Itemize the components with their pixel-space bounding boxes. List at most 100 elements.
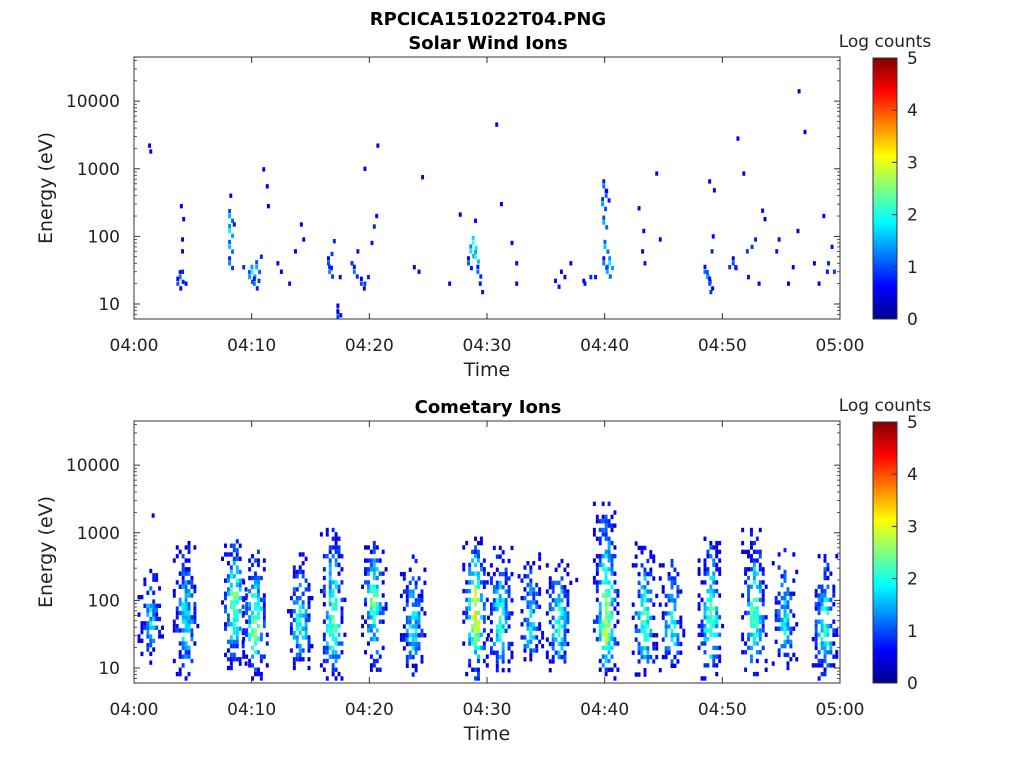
heatmap-cell: [405, 593, 409, 599]
heatmap-cell: [598, 540, 602, 546]
heatmap-cell: [786, 604, 790, 610]
heatmap-cell: [336, 314, 340, 319]
heatmap-cell: [792, 591, 796, 596]
heatmap-cell: [181, 554, 185, 559]
heatmap-cell: [143, 577, 147, 582]
heatmap-cell: [304, 609, 308, 614]
heatmap-cell: [557, 284, 561, 289]
heatmap-cell: [501, 624, 505, 629]
heatmap-cell: [747, 602, 750, 607]
heatmap-cell: [181, 663, 185, 668]
heatmap-cell: [712, 619, 716, 624]
heatmap-cell: [228, 239, 232, 245]
heatmap-cell: [655, 646, 659, 651]
heatmap-cell: [256, 602, 260, 607]
heatmap-cell: [523, 643, 527, 649]
heatmap-cell: [465, 540, 469, 546]
heatmap-cell: [557, 624, 561, 629]
heatmap-cell: [605, 264, 609, 270]
heatmap-cell: [152, 590, 156, 595]
heatmap-cell: [149, 608, 153, 613]
heatmap-cell: [752, 641, 756, 646]
heatmap-cell: [364, 602, 367, 607]
heatmap-cell: [292, 630, 296, 636]
heatmap-cell: [256, 615, 260, 620]
heatmap-cell: [375, 606, 379, 611]
heatmap-cell: [420, 659, 424, 664]
heatmap-cell: [331, 527, 335, 533]
heatmap-cell: [155, 616, 159, 622]
heatmap-cell: [820, 623, 824, 629]
heatmap-cell: [229, 600, 233, 605]
heatmap-cell: [718, 571, 722, 576]
heatmap-cell: [598, 558, 602, 563]
heatmap-cell: [356, 249, 360, 254]
heatmap-cell: [255, 265, 259, 270]
heatmap-cell: [649, 654, 653, 660]
heatmap-cell: [554, 598, 558, 603]
heatmap-cell: [703, 615, 707, 620]
heatmap-cell: [331, 274, 335, 279]
heatmap-cell: [482, 645, 486, 651]
figure-title: RPCICA151022T04.PNG: [370, 9, 606, 30]
heatmap-cell: [187, 558, 191, 563]
heatmap-cell: [646, 654, 650, 660]
heatmap-cell: [557, 602, 561, 607]
heatmap-cell: [256, 549, 260, 555]
heatmap-cell: [604, 188, 608, 194]
heatmap-cell: [786, 626, 790, 631]
heatmap-cell: [814, 606, 818, 611]
heatmap-cell: [248, 606, 252, 611]
heatmap-cell: [604, 654, 608, 659]
heatmap-cell: [670, 633, 674, 638]
heatmap-cell: [158, 634, 162, 639]
heatmap-cell: [761, 593, 765, 598]
heatmap-cell: [529, 604, 533, 610]
heatmap-cell: [563, 659, 567, 664]
heatmap-cell: [607, 658, 611, 664]
heatmap-cell: [715, 549, 719, 555]
heatmap-cell: [334, 597, 338, 603]
heatmap-cell: [605, 225, 609, 230]
heatmap-cell: [366, 588, 370, 594]
heatmap-cell: [292, 565, 296, 570]
heatmap-cell: [679, 619, 683, 625]
heatmap-cell: [474, 593, 477, 598]
heatmap-cell: [658, 668, 662, 673]
heatmap-cell: [417, 624, 421, 629]
heatmap-cell: [783, 600, 787, 605]
heatmap-cell: [381, 549, 385, 555]
heatmap-cell: [343, 632, 347, 637]
heatmap-cell: [649, 598, 653, 603]
heatmap-cell: [715, 554, 719, 559]
heatmap-cell: [749, 615, 753, 620]
heatmap-cell: [670, 558, 674, 564]
heatmap-cell: [817, 650, 821, 655]
colorbar-tick-label: 0: [907, 674, 918, 694]
heatmap-cell: [245, 593, 249, 598]
heatmap-cell: [676, 585, 680, 590]
heatmap-cell: [228, 208, 232, 214]
heatmap-cell: [477, 619, 480, 624]
heatmap-cell: [604, 532, 608, 537]
heatmap-cell: [598, 628, 602, 633]
heatmap-cell: [369, 549, 373, 555]
heatmap-cell: [366, 545, 370, 550]
heatmap-cell: [149, 634, 153, 639]
heatmap-cell: [178, 610, 182, 616]
heatmap-cell: [595, 580, 599, 585]
heatmap-cell: [149, 586, 153, 591]
heatmap-cell: [755, 658, 759, 664]
heatmap-cell: [158, 629, 162, 635]
heatmap-cell: [477, 575, 480, 581]
heatmap-cell: [337, 549, 341, 555]
x-ticks-solar-wind: 04:00 04:10 04:20 04:30 04:40 04:50 05:00: [110, 57, 865, 356]
heatmap-cell: [334, 584, 338, 589]
heatmap-cell: [495, 567, 499, 572]
heatmap-cell: [712, 654, 716, 659]
heatmap-cell: [658, 237, 662, 242]
heatmap-cell: [190, 619, 194, 624]
heatmap-cell: [375, 567, 379, 572]
y-tick-label: 1000: [77, 524, 120, 544]
heatmap-cell: [510, 654, 514, 660]
